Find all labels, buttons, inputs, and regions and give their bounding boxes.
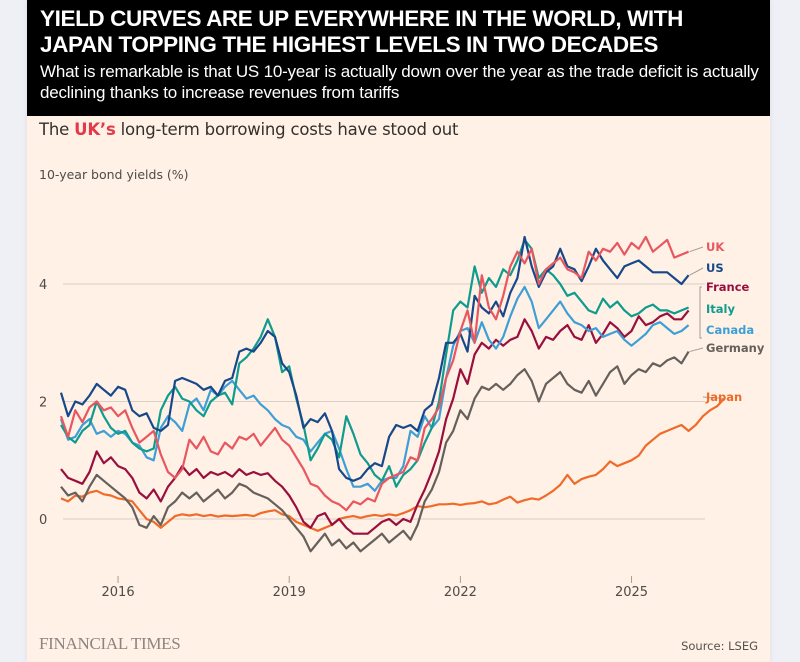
chart-title-suffix: long-term borrowing costs have stood out: [115, 120, 459, 139]
series-label-italy: Italy: [706, 302, 735, 316]
x-tick-label: 2022: [444, 585, 477, 600]
chart-card: YIELD CURVES ARE UP EVERYWHERE IN THE WO…: [27, 0, 770, 662]
series-lines: [59, 235, 726, 553]
series-line-uk: [59, 235, 690, 512]
label-leader: [689, 347, 704, 353]
label-leader: [689, 246, 704, 253]
series-line-us: [59, 235, 690, 482]
x-axis-ticks: 2016 2019 2022 2025: [102, 576, 648, 600]
x-tick-label: 2025: [615, 585, 648, 600]
headline: YIELD CURVES ARE UP EVERYWHERE IN THE WO…: [40, 6, 683, 57]
series-label-germany: Germany: [706, 341, 765, 355]
series-label-france: France: [706, 280, 750, 294]
y-axis-ticks: 0 2 4: [39, 278, 47, 528]
series-line-germany: [60, 351, 690, 553]
series-line-japan: [60, 397, 726, 532]
line-chart: 0 2 4 2016 2019 2022 2025 Japan Germany France C…: [39, 235, 765, 600]
chart-title-prefix: The: [39, 120, 75, 139]
y-tick-label: 4: [39, 278, 47, 293]
series-label-canada: Canada: [706, 323, 754, 337]
x-tick-label: 2019: [273, 585, 306, 600]
chart-title: The UK’s long-term borrowing costs have …: [39, 120, 459, 139]
ft-logo: FINANCIAL TIMES: [39, 634, 181, 653]
series-line-canada: [59, 285, 690, 492]
x-tick-label: 2016: [102, 585, 135, 600]
chart-title-highlight: UK’s: [74, 120, 116, 139]
series-label-us: US: [706, 261, 724, 275]
headline-banner: YIELD CURVES ARE UP EVERYWHERE IN THE WO…: [27, 0, 770, 116]
source-note: Source: LSEG: [681, 639, 758, 653]
y-tick-label: 2: [39, 396, 47, 411]
y-tick-label: 0: [39, 513, 47, 528]
label-leader: [689, 267, 704, 276]
series-line-italy: [60, 238, 690, 488]
series-label-japan: Japan: [705, 390, 742, 404]
subheadline: What is remarkable is that US 10-year is…: [40, 62, 759, 102]
label-bracket: [699, 286, 702, 339]
y-axis-label: 10-year bond yields (%): [39, 167, 189, 182]
gridlines: [63, 283, 705, 520]
series-line-france: [60, 309, 690, 535]
series-label-uk: UK: [706, 240, 725, 254]
line-labels: Japan Germany France Canada Italy US UK: [689, 240, 765, 404]
label-leader: [702, 396, 726, 400]
